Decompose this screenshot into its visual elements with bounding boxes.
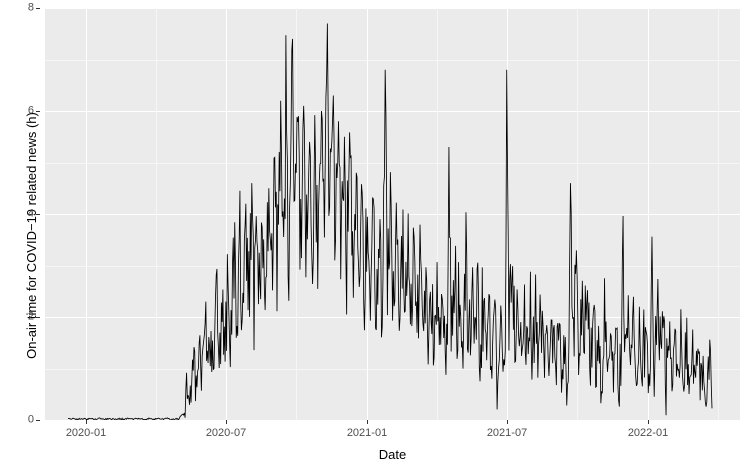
gridline-minor-horizontal	[45, 265, 740, 267]
y-tick-label: 2	[27, 310, 34, 323]
y-tick-label: 8	[27, 1, 34, 14]
series-path	[68, 23, 712, 420]
y-axis-ticks: 0 2 4 6 8	[0, 0, 40, 471]
gridline-minor-vertical	[296, 8, 297, 420]
gridline-minor-horizontal	[45, 368, 740, 370]
gridline-minor-horizontal	[45, 59, 740, 61]
y-tick-mark	[36, 111, 40, 112]
x-tick-mark	[86, 420, 87, 424]
x-tick-label: 2020-01	[65, 427, 107, 439]
x-tick-mark	[648, 420, 649, 424]
x-tick-label: 2020-07	[205, 427, 247, 439]
y-tick-mark	[36, 317, 40, 318]
gridline-major-vertical	[86, 8, 88, 420]
gridline-major-horizontal	[45, 8, 740, 10]
gridline-minor-vertical	[437, 8, 438, 420]
x-axis-title: Date	[378, 447, 407, 462]
x-tick-label: 2021-07	[486, 427, 528, 439]
y-tick-mark	[36, 8, 40, 9]
gridline-minor-vertical	[156, 8, 157, 420]
plot-panel	[45, 8, 740, 420]
gridline-major-vertical	[507, 8, 509, 420]
x-tick-label: 2021-01	[346, 427, 388, 439]
gridline-major-vertical	[367, 8, 369, 420]
y-tick-label: 6	[27, 104, 34, 117]
y-tick-mark	[36, 420, 40, 421]
gridline-minor-horizontal	[45, 162, 740, 164]
gridline-major-vertical	[648, 8, 650, 420]
y-tick-mark	[36, 214, 40, 215]
x-tick-mark	[367, 420, 368, 424]
x-tick-mark	[226, 420, 227, 424]
gridline-minor-vertical	[577, 8, 578, 420]
x-tick-label: 2022-01	[627, 427, 669, 439]
x-tick-mark	[507, 420, 508, 424]
y-tick-label: 4	[27, 207, 34, 220]
gridline-minor-vertical	[718, 8, 719, 420]
gridline-major-horizontal	[45, 111, 740, 113]
gridline-major-horizontal	[45, 214, 740, 216]
data-series-line	[45, 8, 740, 420]
gridline-major-vertical	[226, 8, 228, 420]
y-tick-label: 0	[27, 413, 34, 426]
